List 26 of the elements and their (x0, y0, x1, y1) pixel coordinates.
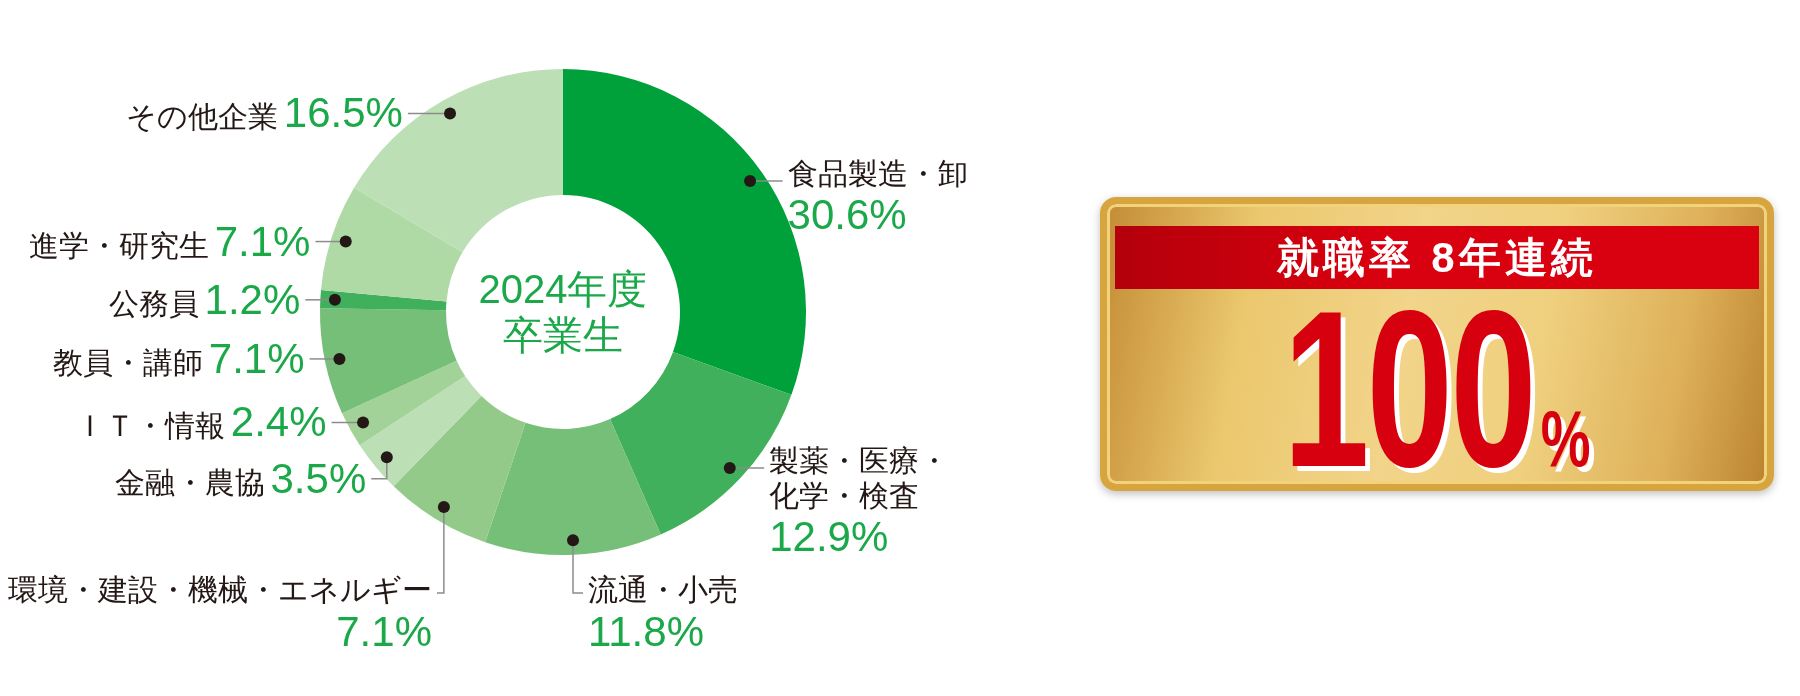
slice-label: 公務員 (108, 286, 199, 320)
data-label: 11.8% (588, 607, 705, 656)
data-label: 1.2% (204, 275, 301, 323)
data-label: 30.6% (787, 191, 908, 240)
slice-label: 製薬・医療・化学・検査 (769, 444, 951, 514)
slice-label: 教員・講師 (52, 345, 203, 379)
data-label: 7.1% (208, 334, 305, 382)
donut-slice (320, 289, 447, 311)
donut-slice (342, 360, 466, 446)
slice-label: 食品製造・卸 (787, 156, 968, 192)
data-label: 12.9% (769, 513, 890, 562)
data-label: 2.4% (230, 398, 327, 446)
donut-slice (321, 187, 463, 302)
slice-label: 流通・小売 (588, 573, 739, 608)
text: 2024年度卒業生 (477, 266, 649, 358)
data-label: 3.5% (270, 454, 367, 502)
slice-label: 金融・農協 (114, 465, 265, 499)
slice-label: その他企業 (125, 100, 278, 134)
slice-label: ＩＴ・情報 (74, 409, 225, 443)
slice-label: 環境・建設・機械・エネルギー (8, 573, 432, 608)
data-label: 7.1% (335, 607, 432, 656)
donut-slice (485, 419, 661, 555)
donut-slice (393, 395, 526, 543)
slice-label: 進学・研究生 (28, 228, 209, 262)
data-label: 16.5% (283, 89, 403, 137)
data-label: 7.1% (214, 217, 311, 265)
